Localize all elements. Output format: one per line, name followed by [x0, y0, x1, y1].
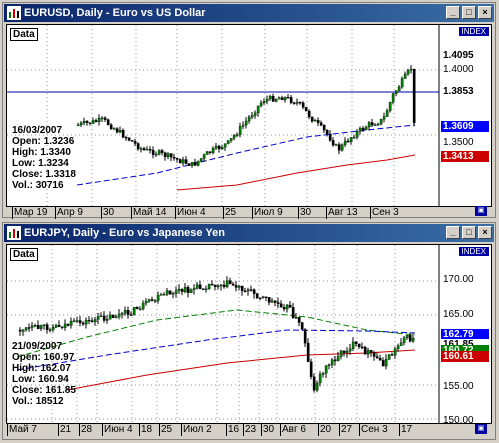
info-vol: Vol.: 30716: [12, 180, 64, 191]
eurjpy-window-title: EURJPY, Daily - Euro vs Japanese Yen: [24, 227, 225, 239]
price-scale-label: 161.85: [441, 339, 489, 350]
price-scale-label: 1.3500: [443, 137, 474, 148]
maximize-button[interactable]: □: [462, 6, 476, 19]
index-label: INDEX: [458, 27, 489, 36]
moving-average-line: [16, 329, 416, 371]
price-scale-label: 1.3609: [441, 121, 489, 132]
minimize-button[interactable]: _: [446, 6, 460, 19]
time-axis-tick: 25: [222, 207, 237, 219]
minimize-button[interactable]: _: [446, 226, 460, 239]
moving-average-line: [16, 309, 416, 358]
time-axis-tick: Авг 6: [280, 424, 306, 436]
eurjpy-plot: [7, 245, 440, 423]
eurusd-chart[interactable]: Data INDEX 1.4095 1.4000 1.3853 1.3609 1.350…: [6, 24, 492, 207]
time-axis-tick: Мар 19: [11, 207, 48, 219]
chart-window-icon: [7, 226, 21, 240]
time-axis-tick: Сен 3: [359, 424, 388, 436]
time-axis-tick: 30: [260, 424, 275, 436]
candles: [76, 65, 416, 168]
info-low: Low: 1.3234: [12, 158, 69, 169]
info-high: High: 162.07: [12, 363, 71, 374]
price-scale-label: 1.4000: [443, 64, 474, 75]
time-axis-tick: 21: [57, 424, 72, 436]
eurusd-plot: [7, 25, 440, 206]
price-scale-label: 170.00: [443, 274, 474, 285]
price-scale-label: 1.3853: [441, 86, 489, 97]
time-axis-tick: Авг 13: [326, 207, 358, 219]
time-axis-tick: 20: [317, 424, 332, 436]
time-axis-tick: Июл 9: [252, 207, 283, 219]
eurusd-time-axis: Мар 19 Апр 9 30 Май 14 Июн 4 25 Июл 9 30 Авг 13 С…: [6, 207, 492, 219]
moving-average-line: [76, 124, 416, 186]
time-axis-tick: 30: [297, 207, 312, 219]
time-axis-tick: 30: [100, 207, 115, 219]
price-scale-label: 1.4095: [441, 50, 489, 61]
eurusd-window-title: EURUSD, Daily - Euro vs US Dollar: [24, 7, 206, 19]
eurjpy-titlebar[interactable]: EURJPY, Daily - Euro vs Japanese Yen _ □…: [4, 224, 494, 242]
info-open: Open: 1.3236: [12, 136, 75, 147]
eurjpy-chart[interactable]: Data INDEX 170.00 165.00 162.79161.85160.7…: [6, 244, 492, 426]
time-axis-tick: Сен 3: [370, 207, 399, 219]
grid: [7, 25, 439, 206]
data-window-label[interactable]: Data: [10, 28, 38, 41]
price-scale-label: 1.3413: [441, 151, 489, 162]
time-axis-tick: 17: [398, 424, 413, 436]
close-button[interactable]: ×: [478, 226, 492, 239]
info-high: High: 1.3340: [12, 147, 71, 158]
eurusd-window[interactable]: EURUSD, Daily - Euro vs US Dollar _ □ × …: [2, 2, 496, 219]
maximize-button[interactable]: □: [462, 226, 476, 239]
time-axis-tick: Май 14: [131, 207, 167, 219]
price-scale-label: 162.79: [441, 329, 489, 340]
eurjpy-time-axis: Май 7 21 28 Июн 4 18 25 Июл 2 16 23 30 Авг 6 20 27 Се…: [6, 424, 492, 436]
time-axis-tick: 23: [242, 424, 257, 436]
ohlc-info-box: 16/03/2007 Open: 1.3236 High: 1.3340 Low…: [12, 125, 76, 191]
time-axis-tick: 27: [338, 424, 353, 436]
candles: [18, 276, 415, 393]
time-axis-tick: 28: [78, 424, 93, 436]
time-axis-tick: Июн 4: [175, 207, 206, 219]
price-scale-label: 150.00: [443, 415, 474, 426]
time-axis-tick: 16: [225, 424, 240, 436]
index-label: INDEX: [458, 247, 489, 256]
chart-window-icon: [7, 6, 21, 20]
info-close: Close: 161.85: [12, 385, 76, 396]
eurjpy-window[interactable]: EURJPY, Daily - Euro vs Japanese Yen _ □…: [2, 222, 496, 440]
info-date: 21/09/2007: [12, 341, 63, 352]
time-axis-tick: 18: [138, 424, 153, 436]
ohlc-info-box: 21/09/2007 Open: 160.97 High: 162.07 Low…: [12, 341, 76, 407]
scale-toggle-icon[interactable]: ▣: [475, 424, 487, 434]
info-open: Open: 160.97: [12, 352, 75, 363]
price-scale-label: 160.72: [441, 345, 489, 356]
moving-average-line: [176, 154, 416, 191]
info-vol: Vol.: 18512: [12, 396, 64, 407]
close-button[interactable]: ×: [478, 6, 492, 19]
info-low: Low: 160.94: [12, 374, 69, 385]
eurusd-titlebar[interactable]: EURUSD, Daily - Euro vs US Dollar _ □ ×: [4, 4, 494, 22]
price-scale-label: 165.00: [443, 309, 474, 320]
time-axis-tick: Июн 4: [102, 424, 133, 436]
info-close: Close: 1.3318: [12, 169, 76, 180]
time-axis-tick: 25: [158, 424, 173, 436]
info-date: 16/03/2007: [12, 125, 63, 136]
moving-average-line: [66, 349, 416, 391]
data-window-label[interactable]: Data: [10, 248, 38, 261]
price-scale-label: 155.00: [443, 381, 474, 392]
price-scale-label: 160.61: [441, 351, 489, 362]
time-axis-tick: Май 7: [7, 424, 37, 436]
scale-toggle-icon[interactable]: ▣: [475, 206, 487, 216]
grid: [7, 245, 439, 423]
time-axis-tick: Апр 9: [55, 207, 83, 219]
time-axis-tick: Июл 2: [181, 424, 212, 436]
